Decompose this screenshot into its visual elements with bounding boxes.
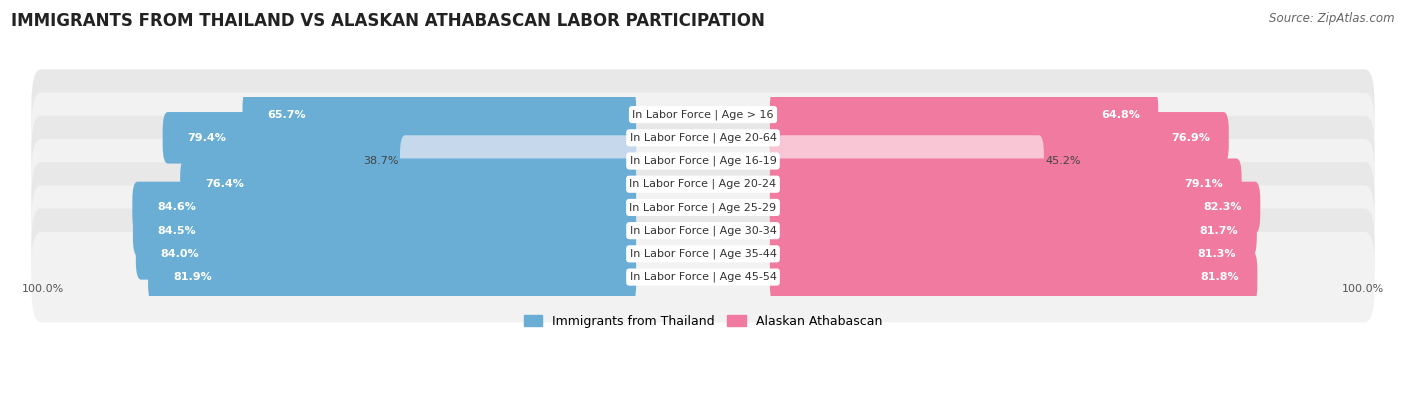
FancyBboxPatch shape [31,139,1375,229]
Text: 45.2%: 45.2% [1045,156,1081,166]
Text: In Labor Force | Age > 16: In Labor Force | Age > 16 [633,109,773,120]
FancyBboxPatch shape [770,251,1257,303]
Text: In Labor Force | Age 45-54: In Labor Force | Age 45-54 [630,272,776,282]
Text: 76.9%: 76.9% [1171,133,1211,143]
Text: In Labor Force | Age 25-29: In Labor Force | Age 25-29 [630,202,776,213]
FancyBboxPatch shape [399,135,636,187]
Legend: Immigrants from Thailand, Alaskan Athabascan: Immigrants from Thailand, Alaskan Athaba… [519,310,887,333]
Text: 65.7%: 65.7% [267,109,307,120]
FancyBboxPatch shape [770,158,1241,210]
FancyBboxPatch shape [770,205,1257,256]
Text: Source: ZipAtlas.com: Source: ZipAtlas.com [1270,12,1395,25]
FancyBboxPatch shape [770,112,1229,164]
FancyBboxPatch shape [770,135,1043,187]
Text: 38.7%: 38.7% [363,156,399,166]
FancyBboxPatch shape [134,205,636,256]
FancyBboxPatch shape [31,185,1375,276]
FancyBboxPatch shape [31,232,1375,322]
Text: IMMIGRANTS FROM THAILAND VS ALASKAN ATHABASCAN LABOR PARTICIPATION: IMMIGRANTS FROM THAILAND VS ALASKAN ATHA… [11,12,765,30]
Text: In Labor Force | Age 20-64: In Labor Force | Age 20-64 [630,133,776,143]
Text: In Labor Force | Age 30-34: In Labor Force | Age 30-34 [630,226,776,236]
Text: 84.5%: 84.5% [157,226,197,236]
FancyBboxPatch shape [770,228,1254,280]
FancyBboxPatch shape [31,162,1375,253]
Text: 79.1%: 79.1% [1184,179,1223,189]
Text: 81.3%: 81.3% [1198,249,1236,259]
Text: 81.9%: 81.9% [173,272,212,282]
FancyBboxPatch shape [132,182,636,233]
FancyBboxPatch shape [770,182,1260,233]
FancyBboxPatch shape [31,209,1375,299]
FancyBboxPatch shape [31,92,1375,183]
FancyBboxPatch shape [770,89,1159,140]
Text: 100.0%: 100.0% [1343,284,1385,295]
FancyBboxPatch shape [148,251,636,303]
Text: 100.0%: 100.0% [21,284,63,295]
FancyBboxPatch shape [243,89,636,140]
Text: In Labor Force | Age 16-19: In Labor Force | Age 16-19 [630,156,776,166]
Text: In Labor Force | Age 20-24: In Labor Force | Age 20-24 [630,179,776,190]
FancyBboxPatch shape [163,112,636,164]
Text: 76.4%: 76.4% [205,179,243,189]
FancyBboxPatch shape [180,158,636,210]
Text: 81.7%: 81.7% [1199,226,1239,236]
Text: 81.8%: 81.8% [1201,272,1239,282]
Text: 84.0%: 84.0% [160,249,200,259]
Text: 82.3%: 82.3% [1204,202,1241,213]
Text: 79.4%: 79.4% [187,133,226,143]
FancyBboxPatch shape [31,70,1375,160]
Text: 84.6%: 84.6% [157,202,195,213]
Text: In Labor Force | Age 35-44: In Labor Force | Age 35-44 [630,248,776,259]
FancyBboxPatch shape [31,116,1375,206]
Text: 64.8%: 64.8% [1101,109,1140,120]
FancyBboxPatch shape [136,228,636,280]
